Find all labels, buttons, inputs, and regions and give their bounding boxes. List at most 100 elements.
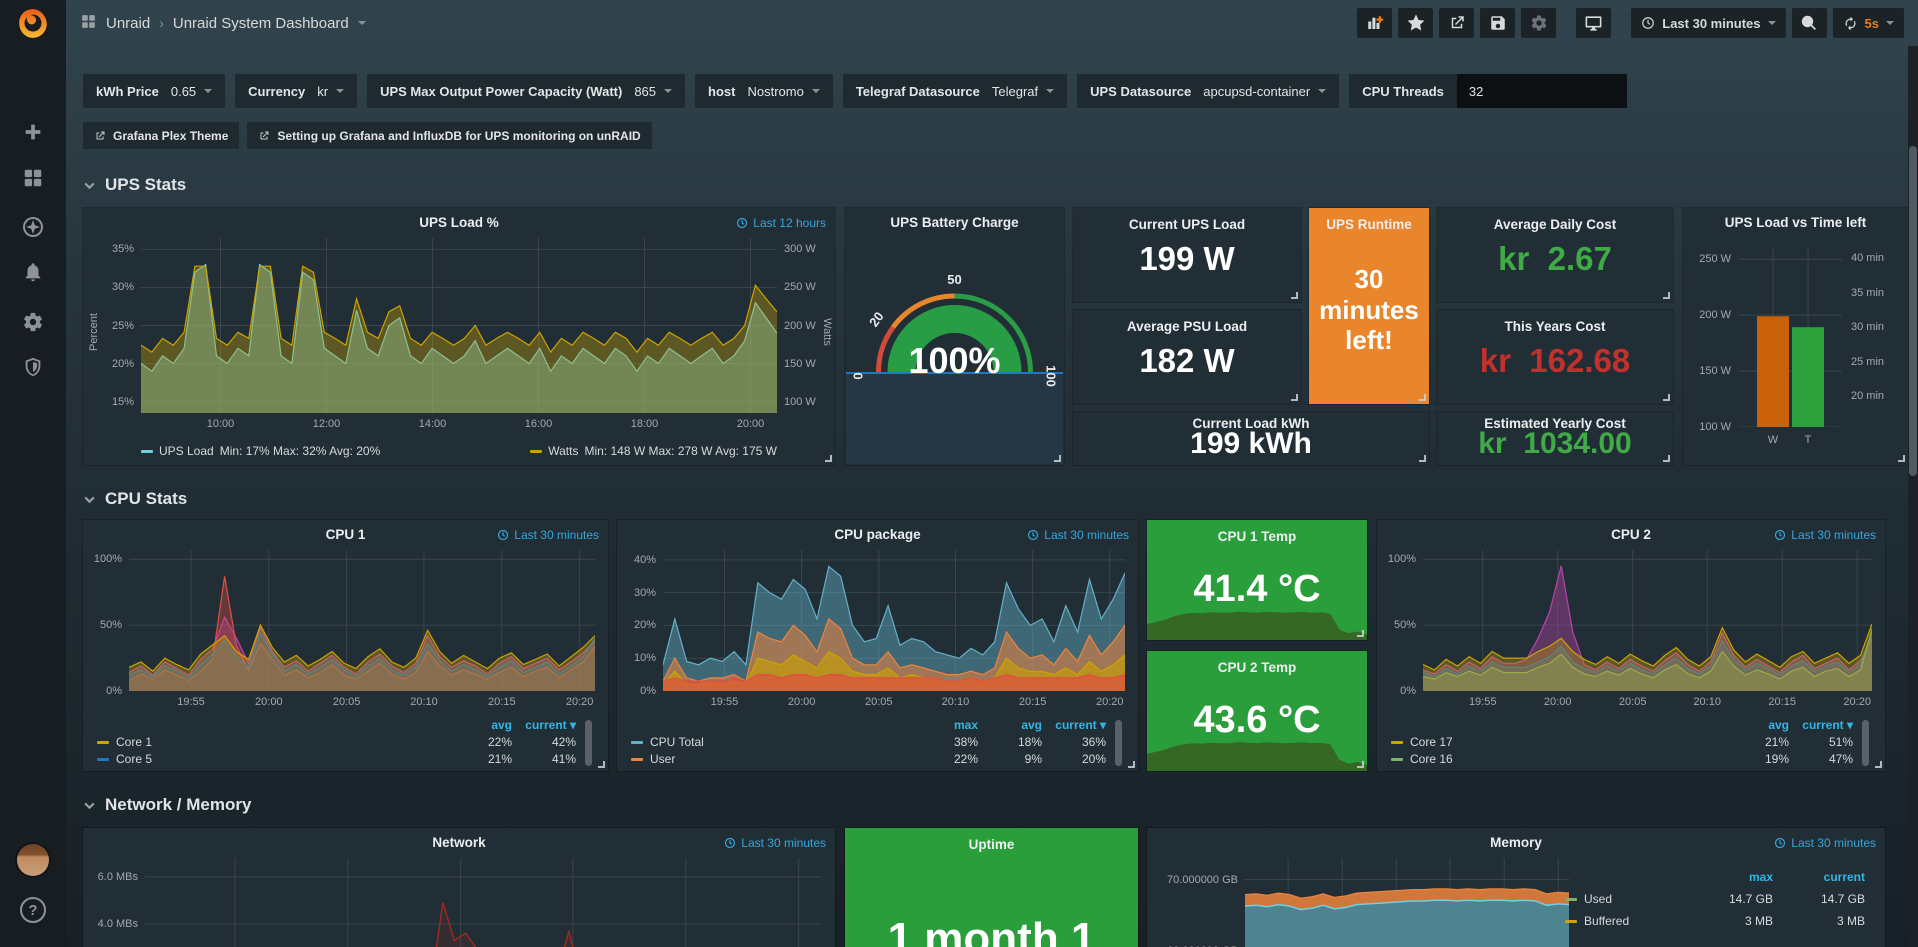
stat-title[interactable]: CPU 2 Temp xyxy=(1217,660,1297,675)
add-panel-button[interactable] xyxy=(1357,8,1393,38)
page-scrollbar-thumb[interactable] xyxy=(1909,146,1917,476)
breadcrumb-page[interactable]: Unraid System Dashboard xyxy=(172,14,349,32)
resize-handle[interactable] xyxy=(1291,292,1298,299)
network-chart[interactable] xyxy=(145,858,821,947)
legend-item-watts[interactable]: Watts Min: 148 W Max: 278 W Avg: 175 W xyxy=(530,444,777,458)
page-scrollbar[interactable] xyxy=(1908,46,1918,947)
legend-col-max[interactable]: max xyxy=(1748,870,1773,884)
legend-col-current[interactable]: current ▾ xyxy=(1802,718,1853,732)
resize-handle[interactable] xyxy=(1419,394,1426,401)
section-ups-stats[interactable]: UPS Stats xyxy=(83,174,186,196)
save-button[interactable] xyxy=(1480,8,1516,38)
variable-cpu-threads[interactable]: CPU Threads 32 xyxy=(1349,74,1627,108)
stat-title[interactable]: Current UPS Load xyxy=(1128,217,1246,232)
panel-title[interactable]: CPU 2 xyxy=(1611,527,1651,542)
legend-item-ups-load[interactable]: UPS Load Min: 17% Max: 32% Avg: 20% xyxy=(141,444,380,458)
resize-handle[interactable] xyxy=(598,761,605,768)
resize-handle[interactable] xyxy=(1875,761,1882,768)
panel-title[interactable]: Memory xyxy=(1490,835,1542,850)
memory-chart[interactable] xyxy=(1244,858,1570,947)
dashboards-icon[interactable] xyxy=(0,160,66,196)
cpu1-chart[interactable] xyxy=(128,550,596,692)
ups-load-chart[interactable] xyxy=(140,238,778,413)
stat-title[interactable]: UPS Runtime xyxy=(1326,217,1412,232)
breadcrumb[interactable]: Unraid › Unraid System Dashboard xyxy=(80,13,366,34)
axis-tick: 20:00 xyxy=(255,696,283,708)
kiosk-mode-button[interactable] xyxy=(1576,8,1612,38)
resize-handle[interactable] xyxy=(1663,394,1670,401)
stat-title[interactable]: This Years Cost xyxy=(1504,319,1606,334)
panel-title[interactable]: UPS Battery Charge xyxy=(890,215,1019,230)
resize-handle[interactable] xyxy=(1054,455,1061,462)
resize-handle[interactable] xyxy=(1291,394,1298,401)
dashboard-link-setting-up-grafana-and-influxdb-for-ups-monitoring-on-unraid[interactable]: Setting up Grafana and InfluxDB for UPS … xyxy=(247,122,652,149)
alerting-bell-icon[interactable] xyxy=(0,254,66,290)
cpu2-chart[interactable] xyxy=(1422,550,1873,692)
legend-col-current[interactable]: current xyxy=(1823,870,1865,884)
axis-tick: 20:20 xyxy=(1843,696,1871,708)
legend-item-user[interactable]: User xyxy=(631,752,914,766)
variable-ups-max-output-power-capacity-watt[interactable]: UPS Max Output Power Capacity (Watt) 865 xyxy=(367,74,686,108)
section-network-memory[interactable]: Network / Memory xyxy=(83,794,251,816)
stat-title[interactable]: Current Load kWh xyxy=(1192,416,1310,431)
configuration-gear-icon[interactable] xyxy=(0,304,66,340)
cpu-package-chart[interactable] xyxy=(662,550,1126,692)
variable-telegraf-datasource[interactable]: Telegraf Datasource Telegraf xyxy=(842,74,1068,108)
stat-title[interactable]: Estimated Yearly Cost xyxy=(1484,416,1626,431)
legend-col-max[interactable]: max xyxy=(953,718,978,732)
panel-title[interactable]: CPU package xyxy=(834,527,921,542)
resize-handle[interactable] xyxy=(1663,455,1670,462)
legend-item-core-17[interactable]: Core 17 xyxy=(1391,735,1725,749)
star-button[interactable] xyxy=(1398,8,1434,38)
load-vs-time-chart[interactable] xyxy=(1739,248,1842,428)
legend-scrollbar-thumb[interactable] xyxy=(585,720,592,766)
legend-item-used[interactable]: Used xyxy=(1565,892,1681,906)
stat-title[interactable]: Average PSU Load xyxy=(1126,319,1248,334)
panel-title[interactable]: Network xyxy=(432,835,486,850)
time-range-picker[interactable]: Last 30 minutes xyxy=(1631,8,1786,38)
variable-host[interactable]: host Nostromo xyxy=(695,74,833,108)
share-button[interactable] xyxy=(1439,8,1475,38)
variable-currency[interactable]: Currency kr xyxy=(235,74,358,108)
stat-title[interactable]: CPU 1 Temp xyxy=(1217,529,1297,544)
legend-col-avg[interactable]: avg xyxy=(491,718,512,732)
variable-ups-datasource[interactable]: UPS Datasource apcupsd-container xyxy=(1077,74,1340,108)
explore-compass-icon[interactable] xyxy=(0,209,66,245)
section-cpu-stats[interactable]: CPU Stats xyxy=(83,488,187,510)
panel-title[interactable]: UPS Load % xyxy=(419,215,499,230)
panel-title[interactable]: UPS Load vs Time left xyxy=(1724,215,1867,230)
create-add-icon[interactable] xyxy=(0,114,66,150)
legend-scrollbar-thumb[interactable] xyxy=(1862,720,1869,766)
legend-col-current[interactable]: current ▾ xyxy=(1055,718,1106,732)
help-icon[interactable]: ? xyxy=(0,892,66,928)
legend-col-current[interactable]: current ▾ xyxy=(525,718,576,732)
resize-handle[interactable] xyxy=(1663,292,1670,299)
server-admin-shield-icon[interactable] xyxy=(0,349,66,385)
legend-item-buffered[interactable]: Buffered xyxy=(1565,914,1681,928)
panel-title[interactable]: CPU 1 xyxy=(325,527,366,542)
breadcrumb-app[interactable]: Unraid xyxy=(106,14,151,32)
stat-title[interactable]: Uptime xyxy=(968,837,1015,852)
zoom-out-button[interactable] xyxy=(1791,8,1827,38)
resize-handle[interactable] xyxy=(1419,455,1426,462)
refresh-picker[interactable]: 5s xyxy=(1832,8,1904,38)
legend-col-avg[interactable]: avg xyxy=(1768,718,1789,732)
user-avatar[interactable] xyxy=(0,842,66,878)
legend-item-cpu-total[interactable]: CPU Total xyxy=(631,735,914,749)
legend-item-core-1[interactable]: Core 1 xyxy=(97,735,448,749)
grafana-logo-icon[interactable] xyxy=(0,6,66,42)
legend-item-core-5[interactable]: Core 5 xyxy=(97,752,448,766)
resize-handle[interactable] xyxy=(1357,761,1364,768)
legend-col-avg[interactable]: avg xyxy=(1021,718,1042,732)
variable-input-cpu-threads[interactable]: 32 xyxy=(1456,74,1627,108)
resize-handle[interactable] xyxy=(1128,761,1135,768)
resize-handle[interactable] xyxy=(1898,455,1905,462)
dashboard-settings-button[interactable] xyxy=(1521,8,1557,38)
variable-kwh-price[interactable]: kWh Price 0.65 xyxy=(83,74,226,108)
stat-title[interactable]: Average Daily Cost xyxy=(1493,217,1617,232)
resize-handle[interactable] xyxy=(825,455,832,462)
resize-handle[interactable] xyxy=(1357,630,1364,637)
dashboard-link-grafana-plex-theme[interactable]: Grafana Plex Theme xyxy=(83,122,240,149)
legend-item-core-16[interactable]: Core 16 xyxy=(1391,752,1725,766)
legend-scrollbar-thumb[interactable] xyxy=(1115,720,1122,766)
